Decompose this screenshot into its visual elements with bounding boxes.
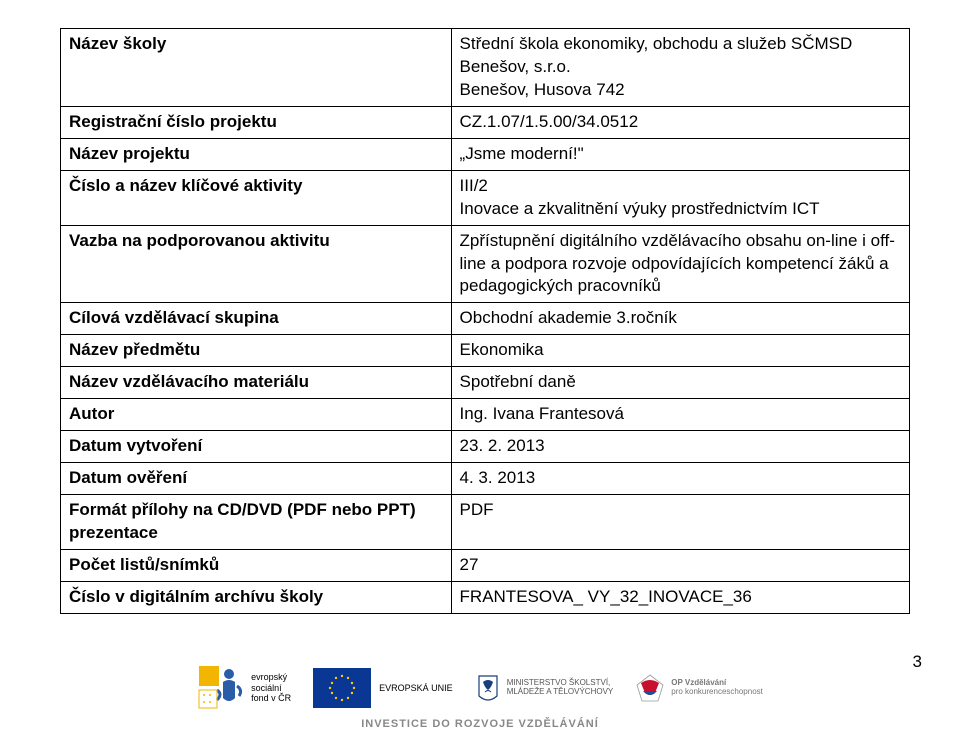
row-value: Ing. Ivana Frantesová [451, 399, 909, 431]
footer-tagline: INVESTICE DO ROZVOJE VZDĚLÁVÁNÍ [0, 718, 960, 730]
row-label: Název projektu [61, 138, 452, 170]
row-value: Střední škola ekonomiky, obchodu a služe… [451, 29, 909, 107]
msmt-logo: MINISTERSTVO ŠKOLSTVÍ, MLÁDEŽE A TĚLOVÝC… [475, 672, 614, 704]
esf-label: evropský sociální fond v ČR [251, 672, 291, 703]
row-label: Cílová vzdělávací skupina [61, 303, 452, 335]
info-table: Název školyStřední škola ekonomiky, obch… [60, 28, 910, 614]
msmt-lion-icon [475, 672, 501, 704]
eu-logo: EVROPSKÁ UNIE [313, 668, 453, 708]
row-label: Název vzdělávacího materiálu [61, 367, 452, 399]
opvk-label: OP Vzdělávání pro konkurenceschopnost [671, 679, 763, 697]
eu-flag-icon [313, 668, 371, 708]
row-value: 27 [451, 549, 909, 581]
row-label: Autor [61, 399, 452, 431]
row-value: 23. 2. 2013 [451, 431, 909, 463]
row-label: Počet listů/snímků [61, 549, 452, 581]
row-label: Formát přílohy na CD/DVD (PDF nebo PPT) … [61, 495, 452, 550]
row-value: Zpřístupnění digitálního vzdělávacího ob… [451, 225, 909, 303]
row-label: Číslo a název klíčové aktivity [61, 170, 452, 225]
table-row: Číslo v digitálním archívu školyFRANTESO… [61, 581, 910, 613]
table-row: Název předmětuEkonomika [61, 335, 910, 367]
table-row: Počet listů/snímků27 [61, 549, 910, 581]
row-label: Registrační číslo projektu [61, 106, 452, 138]
footer-logos: evropský sociální fond v ČR [0, 664, 960, 712]
table-row: Číslo a název klíčové aktivityIII/2 Inov… [61, 170, 910, 225]
row-value: Ekonomika [451, 335, 909, 367]
esf-logo: evropský sociální fond v ČR [197, 664, 291, 712]
opvk-logo: OP Vzdělávání pro konkurenceschopnost [635, 673, 763, 703]
row-label: Číslo v digitálním archívu školy [61, 581, 452, 613]
eu-label: EVROPSKÁ UNIE [379, 683, 453, 693]
opvk-icon [635, 673, 665, 703]
row-label: Datum ověření [61, 463, 452, 495]
table-row: Název projektu„Jsme moderní!" [61, 138, 910, 170]
table-row: AutorIng. Ivana Frantesová [61, 399, 910, 431]
row-label: Vazba na podporovanou aktivitu [61, 225, 452, 303]
row-value: FRANTESOVA_ VY_32_INOVACE_36 [451, 581, 909, 613]
esf-figure-icon [197, 664, 245, 712]
row-value: Spotřební daně [451, 367, 909, 399]
row-value: III/2 Inovace a zkvalitnění výuky prostř… [451, 170, 909, 225]
table-row: Název vzdělávacího materiáluSpotřební da… [61, 367, 910, 399]
table-row: Registrační číslo projektuCZ.1.07/1.5.00… [61, 106, 910, 138]
table-row: Cílová vzdělávací skupinaObchodní akadem… [61, 303, 910, 335]
row-label: Název školy [61, 29, 452, 107]
table-row: Formát přílohy na CD/DVD (PDF nebo PPT) … [61, 495, 910, 550]
row-label: Datum vytvoření [61, 431, 452, 463]
row-value: CZ.1.07/1.5.00/34.0512 [451, 106, 909, 138]
table-row: Název školyStřední škola ekonomiky, obch… [61, 29, 910, 107]
row-value: 4. 3. 2013 [451, 463, 909, 495]
msmt-label: MINISTERSTVO ŠKOLSTVÍ, MLÁDEŽE A TĚLOVÝC… [507, 679, 614, 697]
row-value: Obchodní akademie 3.ročník [451, 303, 909, 335]
table-row: Datum ověření 4. 3. 2013 [61, 463, 910, 495]
row-value: PDF [451, 495, 909, 550]
table-row: Datum vytvoření23. 2. 2013 [61, 431, 910, 463]
row-label: Název předmětu [61, 335, 452, 367]
table-row: Vazba na podporovanou aktivituZpřístupně… [61, 225, 910, 303]
row-value: „Jsme moderní!" [451, 138, 909, 170]
